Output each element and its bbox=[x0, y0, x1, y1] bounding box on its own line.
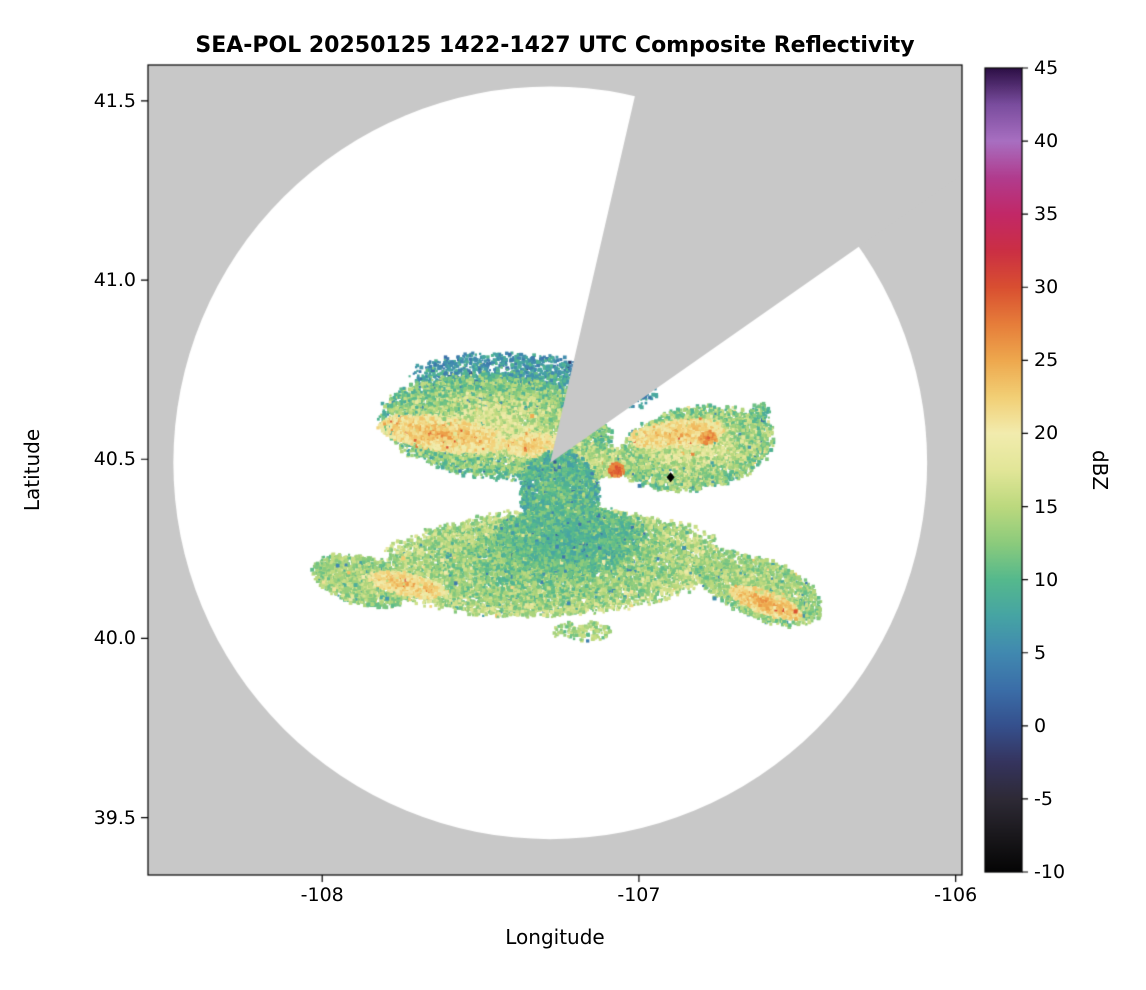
colorbar-tick-label: -10 bbox=[1034, 861, 1066, 883]
y-tick-label: 39.5 bbox=[93, 806, 136, 829]
colorbar-tick-label: 0 bbox=[1034, 714, 1047, 737]
colorbar-tick-label: 5 bbox=[1034, 641, 1047, 664]
colorbar-tick-label: 20 bbox=[1034, 422, 1059, 445]
colorbar-label: dBZ bbox=[1088, 449, 1112, 491]
colorbar-tick-label: 30 bbox=[1034, 276, 1059, 299]
y-tick-label: 41.0 bbox=[93, 269, 136, 292]
colorbar-tick-label: 45 bbox=[1034, 57, 1059, 79]
x-tick-label: -107 bbox=[617, 884, 661, 906]
colorbar-tick-label: 40 bbox=[1034, 130, 1059, 153]
y-tick-label: 41.5 bbox=[93, 89, 136, 112]
colorbar-tick-label: 25 bbox=[1034, 349, 1059, 372]
y-tick-label: 40.0 bbox=[93, 627, 136, 650]
colorbar-tick-label: 15 bbox=[1034, 495, 1059, 518]
colorbar-tick-label: 10 bbox=[1034, 568, 1059, 591]
chart-title: SEA-POL 20250125 1422-1427 UTC Composite… bbox=[195, 33, 915, 58]
colorbar-tick-label: -5 bbox=[1034, 787, 1053, 810]
x-tick-label: -106 bbox=[934, 884, 978, 906]
y-tick-label: 40.5 bbox=[93, 448, 136, 471]
x-axis-label: Longitude bbox=[505, 925, 605, 949]
y-axis-label: Latitude bbox=[20, 428, 44, 512]
x-tick-label: -108 bbox=[300, 884, 344, 906]
colorbar-tick-label: 35 bbox=[1034, 203, 1059, 226]
